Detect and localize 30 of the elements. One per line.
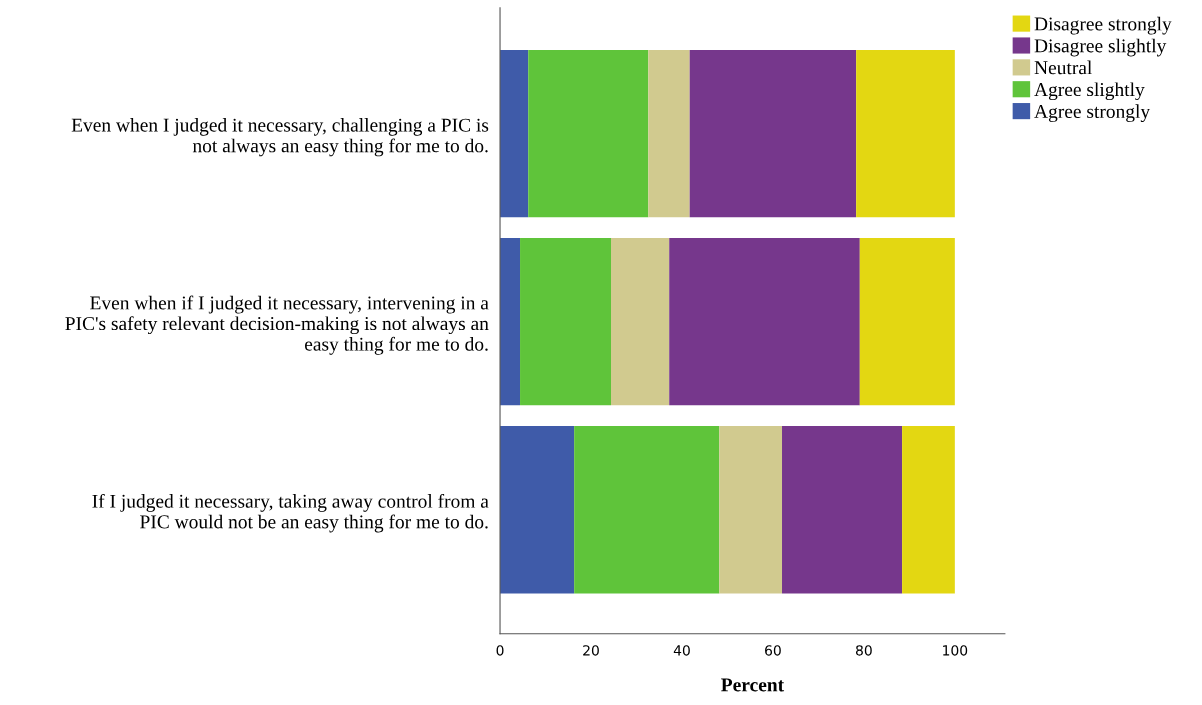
- bar: [500, 50, 529, 218]
- bar: [902, 426, 955, 594]
- bar: [648, 50, 690, 218]
- legend-label: Agree strongly: [1034, 104, 1151, 123]
- bar: [611, 238, 670, 406]
- x-tick-label: 60: [765, 645, 781, 656]
- bar: [782, 426, 903, 594]
- bar: [859, 238, 955, 406]
- x-tick-label: 40: [673, 645, 690, 656]
- bar: [689, 50, 857, 218]
- legend-label: Disagree slightly: [1034, 38, 1167, 57]
- x-tick-label: 0: [496, 645, 504, 656]
- bar: [574, 426, 720, 594]
- x-tick-label: 80: [855, 645, 872, 656]
- y-tick-label: Even when I judged it necessary, challenging a PIC is not always an easy thing for me to do.: [71, 118, 489, 157]
- bar: [856, 50, 955, 218]
- bar: [719, 426, 783, 594]
- legend-label: Disagree strongly: [1034, 16, 1172, 35]
- bar: [669, 238, 860, 406]
- x-tick-label: 20: [583, 645, 599, 656]
- legend-label: Neutral: [1034, 60, 1092, 75]
- bar: [500, 238, 521, 406]
- bar: [500, 426, 575, 594]
- x-axis-title: Percent: [721, 678, 785, 692]
- y-tick-label: Even when if I judged it necessary, intervening in a PIC's safety relevant decision-making is not always an easy thing for me to do.: [65, 295, 489, 355]
- y-tick-label: If I judged it necessary, taking away control from a PIC would not be an easy thing for me to do.: [92, 493, 489, 533]
- legend-label: Agree slightly: [1034, 82, 1145, 101]
- bar: [520, 238, 612, 406]
- bar: [528, 50, 649, 218]
- x-tick-label: 100: [943, 645, 968, 656]
